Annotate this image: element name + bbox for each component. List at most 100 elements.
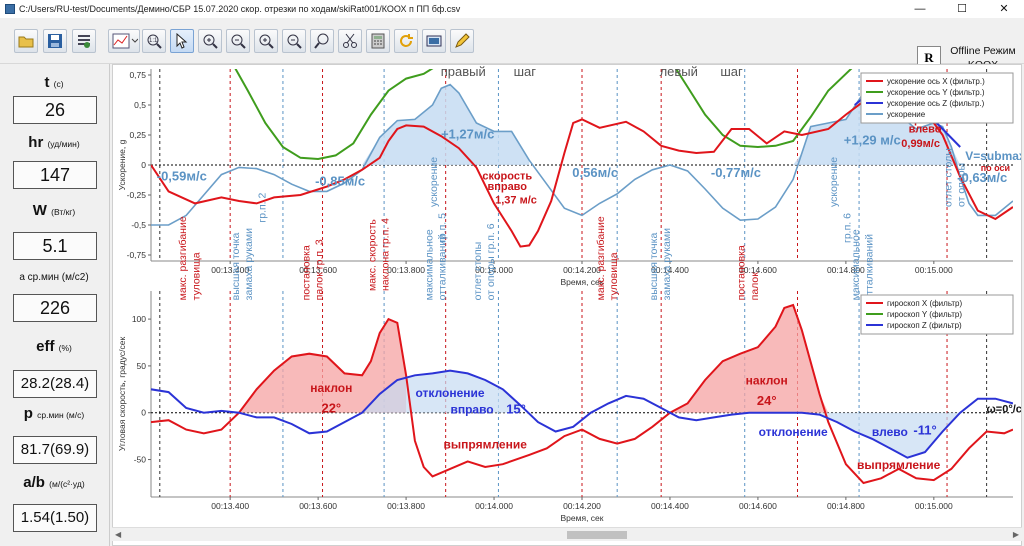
x-tick-label: 00:13.600 [299, 265, 337, 275]
zoom-out-y-icon[interactable] [282, 29, 306, 53]
calculator-icon[interactable] [366, 29, 390, 53]
event-annotation: ускорение [428, 157, 440, 207]
chart-annotation: -11° [913, 422, 936, 437]
settings-list-icon[interactable] [72, 29, 96, 53]
chart-annotation: вправо [450, 403, 493, 417]
x-tick-label: 00:14.000 [475, 501, 513, 511]
chart-annotation: отклонение [759, 425, 828, 439]
metric-label-hr: hr (уд/мин) [6, 134, 102, 151]
scroll-right-arrow[interactable]: ▶ [1012, 530, 1019, 539]
x-tick-label: 00:14.200 [563, 501, 601, 511]
metric-name: p [23, 405, 33, 422]
scroll-thumb[interactable] [567, 531, 627, 539]
metric-label-t: t (с) [6, 74, 102, 91]
close-button[interactable]: ✕ [999, 3, 1009, 15]
positive-accel-area [362, 84, 530, 165]
chart-annotation: V=submax [965, 149, 1021, 163]
zoom-out-x-icon[interactable] [226, 29, 250, 53]
chart-annotation: влево [909, 124, 942, 136]
event-annotation: макс. разгибание [177, 216, 189, 300]
zoom-fit-icon[interactable] [310, 29, 334, 53]
event-annotation: постановка [300, 245, 312, 300]
y-tick-label: -50 [134, 455, 147, 465]
pointer-icon[interactable] [170, 29, 194, 53]
horizontal-scrollbar[interactable]: ◀ ▶ [112, 527, 1022, 541]
metric-unit: ср.мин (м/с) [37, 410, 85, 420]
x-tick-label: 00:14.800 [827, 265, 865, 275]
metric-value-t: 26 [13, 96, 97, 124]
chart-annotation: шаг [514, 65, 537, 79]
y-tick-label: 100 [132, 314, 146, 324]
chart-annotation: 0,56м/с [572, 165, 618, 180]
toolbar: 1:1 R Offline Режим KOOX [0, 18, 1024, 71]
chart-annotation: выпрямление [444, 437, 528, 451]
event-annotation: палок [749, 272, 761, 301]
chart-annotation: 24° [757, 393, 777, 408]
metric-value-ab: 1.54(1.50) [13, 504, 97, 532]
svg-text:1:1: 1:1 [149, 38, 158, 44]
metric-label-a: a ср.мин (м/с2) [6, 272, 102, 283]
event-annotation: гр.п. 6 [841, 213, 853, 243]
charts-canvas[interactable]: 0,75 0,5 0,25 0 -0,25 -0,5 -0,75 00:13.400 00:13… [113, 64, 1024, 527]
offline-mode-line1: Offline Режим [950, 45, 1016, 57]
metric-name: t [44, 74, 50, 91]
x-tick-label: 00:14.600 [739, 501, 777, 511]
chart-annotation: выпрямление [857, 458, 941, 472]
metric-unit: (уд/мин) [47, 139, 80, 149]
chart-annotation: влево [872, 425, 908, 439]
chart-annotation: правый [441, 65, 486, 79]
event-annotation: постановка [736, 245, 748, 300]
chart-annotation: 22° [321, 401, 341, 416]
event-annotation: отлет столы [942, 148, 954, 207]
x-tick-label: 00:15.000 [915, 265, 953, 275]
minimize-button[interactable]: — [914, 3, 926, 15]
chart-annotation: -0,85м/с [315, 173, 365, 188]
scroll-left-arrow[interactable]: ◀ [115, 530, 122, 539]
metric-value-w: 5.1 [13, 232, 97, 260]
legend-label: гироскоп Z (фильтр) [887, 321, 962, 330]
open-folder-icon[interactable] [14, 29, 38, 53]
chart-dropdown-icon[interactable] [108, 29, 140, 53]
metric-unit: (м/(с²·уд) [49, 479, 85, 489]
series-line-gyro-0 [151, 303, 1013, 485]
y-tick-label: -0,75 [127, 250, 147, 260]
deviation-area [362, 370, 521, 413]
event-annotation: от опоры [956, 163, 968, 207]
metric-name: eff [36, 338, 55, 355]
event-annotation: гр.п. 5 [437, 213, 449, 243]
screenshot-icon[interactable] [422, 29, 446, 53]
x-tick-label: 00:13.400 [211, 265, 249, 275]
metric-value-a: 226 [13, 294, 97, 322]
event-annotation: максимальное [423, 229, 435, 300]
event-annotation: макс. разгибание [595, 216, 607, 300]
zoom-in-x-icon[interactable] [198, 29, 222, 53]
legend-label: ускорение ось Y (фильтр.) [887, 88, 985, 97]
event-annotation: ускорение [828, 157, 840, 207]
event-annotation: макс. скорость [366, 219, 378, 291]
tilt-area [238, 319, 407, 413]
refresh-icon[interactable] [394, 29, 418, 53]
metric-name: W [32, 202, 47, 219]
y-tick-label: 0,75 [129, 70, 146, 80]
event-annotation: наклона гр.п. 4 [379, 218, 391, 291]
metric-name: hr [28, 134, 44, 151]
maximize-button[interactable]: ☐ [957, 3, 967, 15]
series-line-accel-1 [234, 69, 853, 161]
save-icon[interactable] [43, 29, 67, 53]
event-annotation: высшая точка [230, 233, 242, 301]
x-tick-label: 00:14.600 [739, 265, 777, 275]
zoom-reset-icon[interactable]: 1:1 [142, 29, 166, 53]
cut-icon[interactable] [338, 29, 362, 53]
tilt-area [669, 305, 829, 413]
metric-label-eff: eff (%) [6, 338, 102, 355]
metric-name: a ср.мин [19, 272, 59, 283]
x-axis-label: Время, сек [561, 513, 604, 523]
chart-annotation: -0,59м/с [157, 169, 207, 184]
zoom-in-y-icon[interactable] [254, 29, 278, 53]
metric-unit: (Вт/кг) [51, 207, 76, 217]
pencil-icon[interactable] [450, 29, 474, 53]
app-icon [5, 4, 15, 14]
event-annotation: отталкиваний [863, 234, 875, 300]
chart-annotation: наклон [746, 374, 788, 388]
chart-annotation: левый [660, 65, 698, 79]
